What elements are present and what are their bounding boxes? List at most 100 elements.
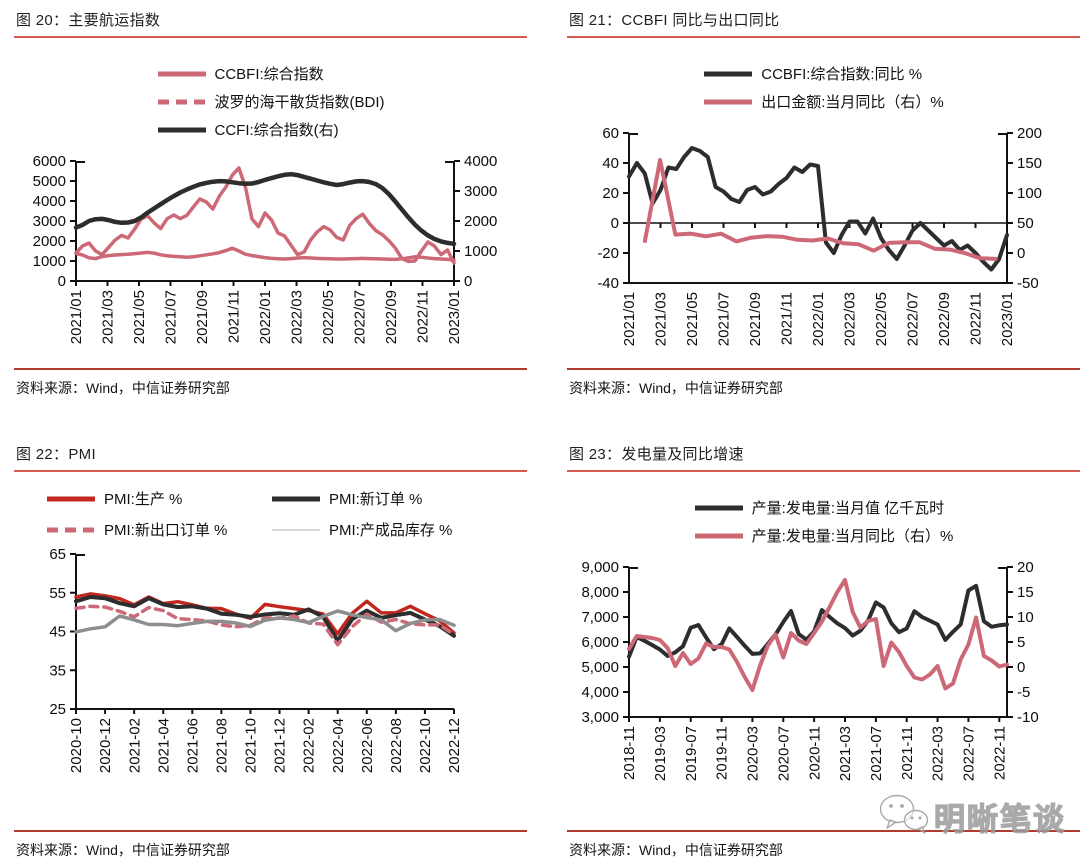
svg-text:2022/09: 2022/09 bbox=[936, 292, 953, 346]
svg-text:1000: 1000 bbox=[464, 243, 497, 260]
source-block: 资料来源：Wind，中信证券研究部 bbox=[14, 368, 527, 398]
source-block: 资料来源：Wind，中信证券研究部 bbox=[567, 830, 1080, 860]
pmi-chart: 25 35 45 55 65 2020-10 2020-12 2021-02 2021-04 20… bbox=[14, 544, 527, 784]
legend-label: PMI:新订单 % bbox=[329, 491, 423, 508]
svg-text:2023/01: 2023/01 bbox=[446, 290, 463, 344]
svg-text:4000: 4000 bbox=[464, 153, 497, 170]
svg-text:2021-10: 2021-10 bbox=[243, 718, 260, 773]
svg-text:65: 65 bbox=[49, 546, 66, 563]
legend-label: CCFI:综合指数(右) bbox=[214, 122, 339, 139]
svg-text:6,000: 6,000 bbox=[581, 634, 619, 651]
svg-text:2020-03: 2020-03 bbox=[745, 726, 762, 781]
svg-text:2020-11: 2020-11 bbox=[806, 726, 823, 780]
panel-title: 图 21：CCBFI 同比与出口同比 bbox=[567, 6, 1080, 38]
svg-text:8,000: 8,000 bbox=[581, 584, 619, 601]
svg-text:2022/01: 2022/01 bbox=[257, 290, 274, 344]
source-block: 资料来源：Wind，中信证券研究部 bbox=[14, 830, 527, 860]
legend-item: 产量:发电量:当月值 亿千瓦时 bbox=[694, 497, 954, 518]
svg-text:2022-10: 2022-10 bbox=[417, 718, 434, 773]
svg-text:3,000: 3,000 bbox=[581, 709, 619, 726]
legend-item: PMI:新订单 % bbox=[271, 488, 501, 509]
svg-text:-40: -40 bbox=[597, 275, 619, 292]
svg-text:25: 25 bbox=[49, 701, 66, 718]
svg-text:2021/03: 2021/03 bbox=[653, 292, 670, 346]
svg-text:35: 35 bbox=[49, 662, 66, 679]
svg-text:2021/07: 2021/07 bbox=[163, 290, 180, 344]
legend-item: 波罗的海干散货指数(BDI) bbox=[157, 91, 385, 112]
source-note: 资料来源：Wind，中信证券研究部 bbox=[569, 380, 783, 396]
svg-text:2021-07: 2021-07 bbox=[868, 726, 885, 781]
svg-text:2022-03: 2022-03 bbox=[930, 726, 947, 781]
svg-text:20: 20 bbox=[1017, 559, 1034, 576]
source-note: 资料来源：Wind，中信证券研究部 bbox=[16, 842, 230, 858]
svg-text:2022-04: 2022-04 bbox=[330, 718, 347, 773]
svg-text:2022-02: 2022-02 bbox=[301, 718, 318, 773]
svg-text:2021/09: 2021/09 bbox=[747, 292, 764, 346]
ccbfi-export-yoy-chart: -40 -20 0 20 40 60 -50 0 50 100 150 200 2021/01 2021/… bbox=[567, 123, 1080, 360]
svg-text:6000: 6000 bbox=[33, 153, 66, 170]
svg-text:2021/05: 2021/05 bbox=[684, 292, 701, 346]
source-note: 资料来源：Wind，中信证券研究部 bbox=[569, 842, 783, 858]
svg-text:2022/03: 2022/03 bbox=[842, 292, 859, 346]
svg-text:2021/09: 2021/09 bbox=[194, 290, 211, 344]
legend-label: 出口金额:当月同比（右）% bbox=[761, 94, 944, 111]
svg-text:60: 60 bbox=[602, 125, 619, 142]
svg-text:55: 55 bbox=[49, 585, 66, 602]
svg-text:0: 0 bbox=[611, 215, 619, 232]
legend-swatch-solid-line-icon bbox=[704, 99, 753, 104]
legend-label: PMI:产成品库存 % bbox=[329, 522, 453, 539]
svg-text:2020-10: 2020-10 bbox=[68, 718, 85, 773]
legend-swatch-solid-line-icon bbox=[694, 505, 743, 510]
svg-text:-50: -50 bbox=[1017, 275, 1039, 292]
svg-text:15: 15 bbox=[1017, 584, 1034, 601]
series-line bbox=[74, 166, 456, 265]
series-line bbox=[627, 146, 1009, 272]
svg-text:2021-06: 2021-06 bbox=[184, 718, 201, 773]
svg-text:2021/11: 2021/11 bbox=[226, 290, 243, 343]
svg-text:2021/01: 2021/01 bbox=[621, 292, 638, 346]
svg-text:9,000: 9,000 bbox=[581, 559, 619, 576]
svg-text:2019-03: 2019-03 bbox=[652, 726, 669, 781]
svg-text:2022/07: 2022/07 bbox=[352, 290, 369, 344]
svg-text:2022-08: 2022-08 bbox=[388, 718, 405, 773]
svg-text:2023/01: 2023/01 bbox=[999, 292, 1016, 346]
svg-text:2020-07: 2020-07 bbox=[775, 726, 792, 781]
legend-swatch-dashed-line-icon bbox=[157, 99, 206, 104]
legend-swatch-solid-line-icon bbox=[694, 533, 743, 538]
source-note: 资料来源：Wind，中信证券研究部 bbox=[16, 380, 230, 396]
svg-text:-10: -10 bbox=[1017, 709, 1039, 726]
svg-text:2021-04: 2021-04 bbox=[155, 718, 172, 773]
legend-swatch-thin-line-icon bbox=[272, 528, 320, 531]
panel-title: 图 20：主要航运指数 bbox=[14, 6, 527, 38]
svg-text:2021/05: 2021/05 bbox=[131, 290, 148, 344]
svg-text:40: 40 bbox=[602, 155, 619, 172]
svg-text:2021-03: 2021-03 bbox=[837, 726, 854, 781]
legend-item: PMI:新出口订单 % bbox=[46, 519, 271, 540]
legend-item: PMI:生产 % bbox=[46, 488, 271, 509]
legend: 产量:发电量:当月值 亿千瓦时产量:发电量:当月同比（右）% bbox=[694, 490, 954, 553]
svg-text:-5: -5 bbox=[1017, 684, 1030, 701]
svg-text:2021/07: 2021/07 bbox=[716, 292, 733, 346]
svg-text:4000: 4000 bbox=[33, 193, 66, 210]
svg-text:200: 200 bbox=[1017, 125, 1042, 142]
legend-swatch-solid-line-icon bbox=[272, 496, 320, 501]
panel-title: 图 22：PMI bbox=[14, 440, 527, 472]
svg-text:2022-12: 2022-12 bbox=[446, 718, 463, 773]
legend-label: PMI:生产 % bbox=[104, 491, 183, 508]
series-line bbox=[74, 604, 456, 647]
svg-text:2019-07: 2019-07 bbox=[683, 726, 700, 781]
power-generation-chart: 3,000 4,000 5,000 6,000 7,000 8,000 9,000 -10 -5… bbox=[567, 557, 1080, 794]
svg-text:0: 0 bbox=[58, 273, 66, 290]
legend: CCBFI:综合指数 波罗的海干散货指数(BDI) CCFI:综合指数(右) bbox=[157, 56, 385, 147]
svg-text:2022-06: 2022-06 bbox=[359, 718, 376, 773]
svg-text:2000: 2000 bbox=[464, 213, 497, 230]
svg-text:2021-11: 2021-11 bbox=[899, 726, 916, 780]
figure-panel-23: 图 23：发电量及同比增速 产量:发电量:当月值 亿千瓦时 产量:发电量:当月同比… bbox=[567, 440, 1080, 860]
svg-text:2022/05: 2022/05 bbox=[873, 292, 890, 346]
svg-text:20: 20 bbox=[602, 185, 619, 202]
svg-text:-20: -20 bbox=[597, 245, 619, 262]
svg-text:3000: 3000 bbox=[464, 183, 497, 200]
legend-label: 产量:发电量:当月同比（右）% bbox=[751, 528, 954, 545]
svg-text:2022/05: 2022/05 bbox=[320, 290, 337, 344]
